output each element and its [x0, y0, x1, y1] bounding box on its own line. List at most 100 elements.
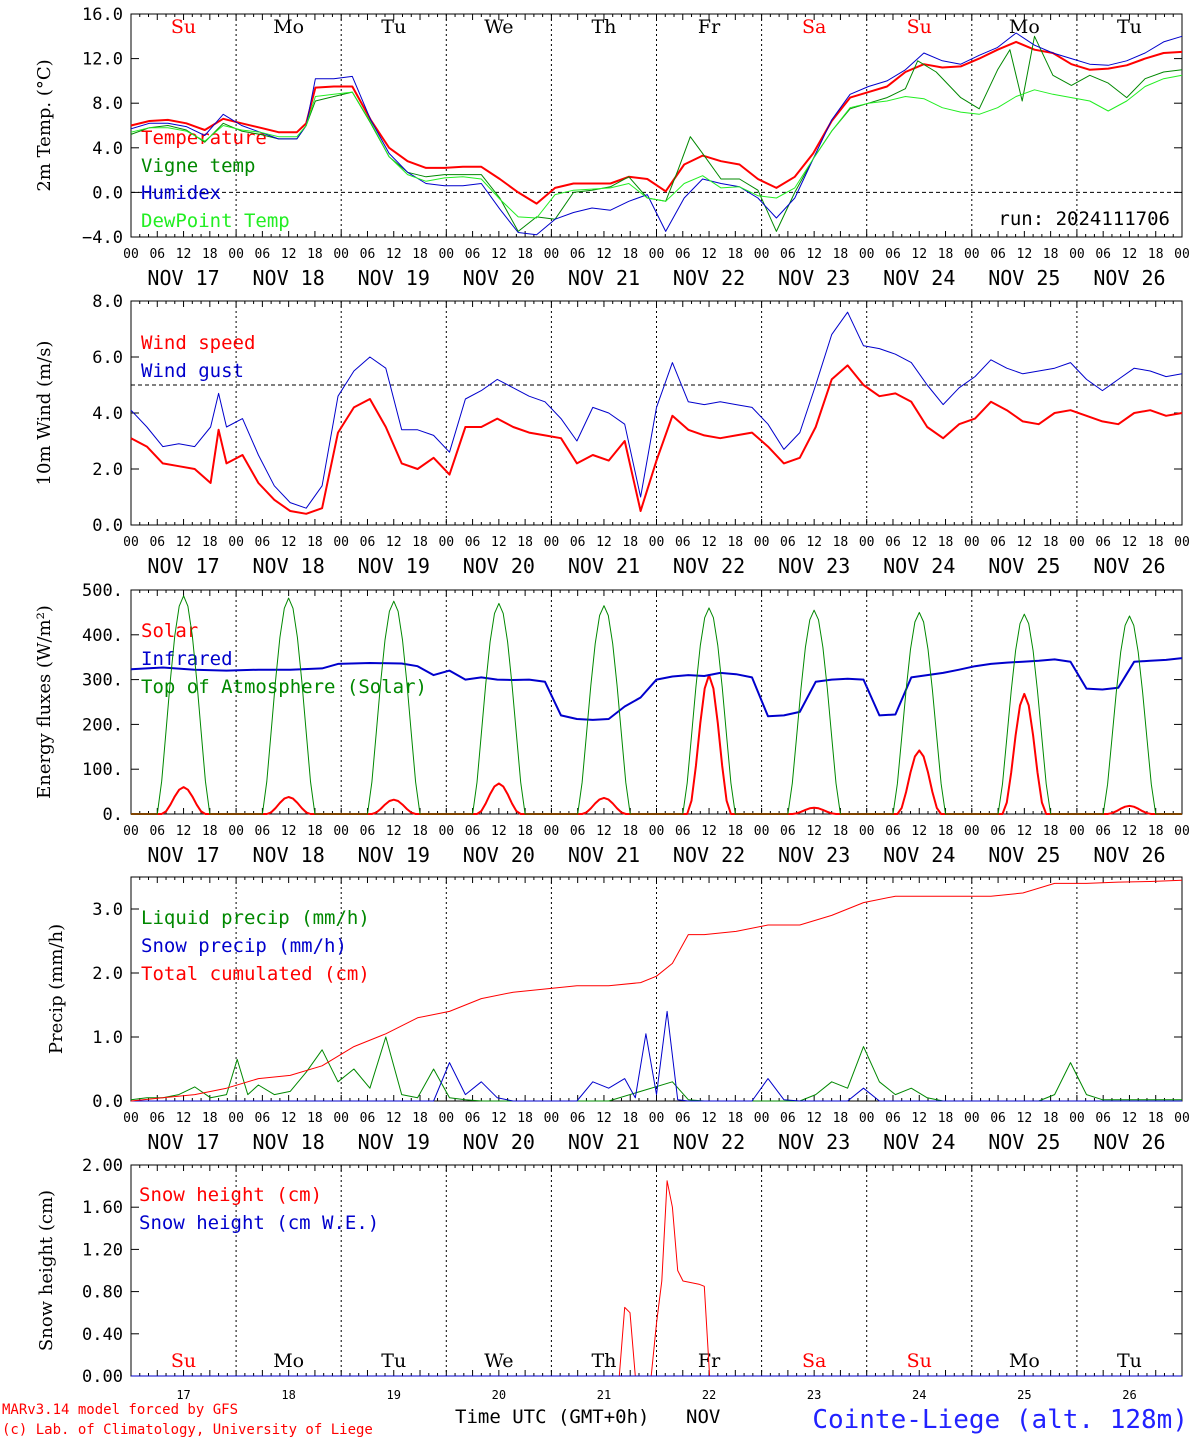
hour-tick-label: 00: [1069, 1111, 1085, 1126]
hour-tick-label: 00: [649, 824, 665, 839]
hour-tick-label: 18: [202, 535, 218, 550]
y-tick-label: 12.0: [82, 50, 123, 70]
hour-tick-label: 06: [149, 1111, 165, 1126]
day-of-week-label: Fr: [698, 1350, 721, 1372]
date-label: NOV 18: [253, 554, 325, 578]
day-of-week-label: Mo: [273, 1350, 304, 1372]
hour-tick-label: 06: [570, 824, 586, 839]
legend-entry: Snow precip (mm/h): [141, 935, 347, 957]
date-label: NOV 23: [778, 266, 850, 290]
day-of-week-label: Su: [171, 1350, 196, 1372]
hour-tick-label: 18: [307, 535, 323, 550]
hour-tick-label: 06: [885, 824, 901, 839]
day-of-week-label: Th: [591, 16, 616, 38]
hour-tick-label: 00: [649, 535, 665, 550]
hour-tick-label: 00: [123, 824, 139, 839]
date-label: NOV 17: [147, 266, 219, 290]
hour-tick-label: 12: [176, 535, 192, 550]
hour-tick-label: 00: [544, 824, 560, 839]
hour-tick-label: 18: [412, 824, 428, 839]
hour-tick-label: 18: [202, 247, 218, 262]
hour-tick-label: 12: [491, 1111, 507, 1126]
y-tick-label: 4.0: [92, 404, 123, 424]
hour-tick-label: 18: [1148, 247, 1164, 262]
date-label: NOV 23: [778, 1130, 850, 1154]
hour-tick-label: 00: [333, 1111, 349, 1126]
legend-entry: Total cumulated (cm): [141, 963, 370, 985]
day-of-week-label: We: [484, 16, 513, 38]
hour-tick-label: 06: [360, 824, 376, 839]
date-label: NOV 20: [463, 554, 535, 578]
y-axis-label: Snow height (cm): [36, 1190, 57, 1351]
day-of-week-label: Su: [171, 16, 196, 38]
hour-tick-label: 12: [701, 247, 717, 262]
date-label: NOV 20: [463, 266, 535, 290]
date-label: NOV 22: [673, 554, 745, 578]
date-label: NOV 19: [358, 843, 430, 867]
day-of-week-label: Th: [591, 1350, 616, 1372]
date-label: NOV 25: [988, 554, 1060, 578]
hour-tick-label: 12: [281, 535, 297, 550]
hour-tick-label: 12: [281, 247, 297, 262]
hour-tick-label: 06: [675, 535, 691, 550]
y-tick-label: 0.40: [82, 1325, 123, 1345]
day-number-label: 18: [281, 1388, 295, 1402]
date-label: NOV 20: [463, 1130, 535, 1154]
y-tick-label: 0.0: [92, 183, 123, 203]
date-label: NOV 24: [883, 554, 955, 578]
hour-tick-label: 12: [1122, 824, 1138, 839]
hour-tick-label: 12: [596, 1111, 612, 1126]
hour-tick-label: 06: [675, 247, 691, 262]
hour-tick-label: 00: [964, 247, 980, 262]
hour-tick-label: 00: [964, 824, 980, 839]
y-tick-label: 4.0: [92, 139, 123, 159]
legend-entry: Vigne temp: [141, 155, 255, 177]
day-of-week-label: Sa: [802, 1350, 826, 1372]
series-line-1: [130, 364, 1183, 515]
date-label: NOV 26: [1093, 1130, 1165, 1154]
series-line-3: [131, 595, 1182, 815]
hour-tick-label: 06: [465, 247, 481, 262]
hour-tick-label: 06: [255, 824, 271, 839]
y-tick-label: 1.20: [82, 1240, 123, 1260]
hour-tick-label: 00: [859, 535, 875, 550]
x-axis-label: Time UTC (GMT+0h): [455, 1406, 649, 1428]
run-annotation: run: 2024111706: [998, 208, 1170, 230]
day-number-label: 20: [492, 1388, 506, 1402]
date-label: NOV 21: [568, 1130, 640, 1154]
date-label: NOV 24: [883, 1130, 955, 1154]
hour-tick-label: 12: [701, 1111, 717, 1126]
panel-2: 8.0 6.0 4.0 2.0 0.0 10m Wind (m/s) 00 06 12 18 NOV…: [34, 292, 1190, 578]
y-tick-label: 16.0: [82, 5, 123, 25]
hour-tick-label: 06: [885, 535, 901, 550]
hour-tick-label: 12: [386, 535, 402, 550]
hour-tick-label: 12: [386, 1111, 402, 1126]
hour-tick-label: 00: [438, 824, 454, 839]
day-of-week-label: Tu: [381, 16, 406, 38]
y-tick-label: 100.: [82, 760, 123, 780]
hour-tick-label: 00: [754, 247, 770, 262]
hour-tick-label: 12: [911, 1111, 927, 1126]
series-line-1: [131, 1180, 1182, 1377]
date-label: NOV 21: [568, 554, 640, 578]
y-tick-label: 3.0: [92, 900, 123, 920]
hour-tick-label: 18: [622, 535, 638, 550]
hour-tick-label: 12: [176, 1111, 192, 1126]
legend-entry: Wind gust: [141, 360, 244, 382]
hour-tick-label: 18: [622, 1111, 638, 1126]
hour-tick-label: 18: [622, 247, 638, 262]
y-tick-label: 8.0: [92, 94, 123, 114]
date-label: NOV 26: [1093, 266, 1165, 290]
day-of-week-label: Mo: [1009, 1350, 1040, 1372]
hour-tick-label: 00: [964, 535, 980, 550]
legend-entry: Snow height (cm): [139, 1184, 322, 1206]
hour-tick-label: 00: [1174, 247, 1190, 262]
hour-tick-label: 12: [806, 1111, 822, 1126]
date-label: NOV 23: [778, 554, 850, 578]
hour-tick-label: 18: [833, 535, 849, 550]
hour-tick-label: 18: [517, 247, 533, 262]
hour-tick-label: 18: [938, 535, 954, 550]
y-tick-label: 8.0: [92, 292, 123, 312]
y-tick-label: 500.: [82, 581, 123, 601]
date-label: NOV 18: [253, 266, 325, 290]
